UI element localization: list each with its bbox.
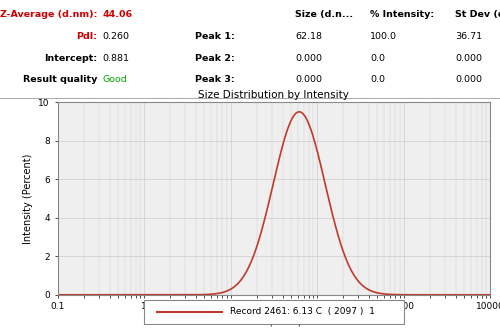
Text: Good: Good <box>102 75 127 84</box>
Text: Peak 3:: Peak 3: <box>195 75 234 84</box>
Y-axis label: Intensity (Percent): Intensity (Percent) <box>23 153 33 244</box>
Text: St Dev (d.n...: St Dev (d.n... <box>455 10 500 19</box>
Text: 0.000: 0.000 <box>295 54 322 63</box>
Text: 0.000: 0.000 <box>455 54 482 63</box>
Text: Result quality: Result quality <box>23 75 98 84</box>
Text: 62.18: 62.18 <box>295 32 322 41</box>
Text: 100.0: 100.0 <box>370 32 397 41</box>
FancyBboxPatch shape <box>144 300 404 324</box>
Text: 44.06: 44.06 <box>102 10 132 19</box>
Text: Peak 2:: Peak 2: <box>195 54 235 63</box>
Text: 0.000: 0.000 <box>295 75 322 84</box>
Text: Intercept:: Intercept: <box>44 54 98 63</box>
Text: Peak 1:: Peak 1: <box>195 32 235 41</box>
Text: % Intensity:: % Intensity: <box>370 10 434 19</box>
Title: Size Distribution by Intensity: Size Distribution by Intensity <box>198 90 349 100</box>
Text: Z-Average (d.nm):: Z-Average (d.nm): <box>0 10 98 19</box>
Text: 0.260: 0.260 <box>102 32 130 41</box>
Text: PdI:: PdI: <box>76 32 98 41</box>
Text: Record 2461: 6.13 C  ( 2097 )  1: Record 2461: 6.13 C ( 2097 ) 1 <box>230 307 376 316</box>
X-axis label: Size (d.nm): Size (d.nm) <box>246 317 302 327</box>
Text: Size (d.n...: Size (d.n... <box>295 10 353 19</box>
Text: 0.881: 0.881 <box>102 54 130 63</box>
Text: 0.000: 0.000 <box>455 75 482 84</box>
Text: 0.0: 0.0 <box>370 75 385 84</box>
Text: 0.0: 0.0 <box>370 54 385 63</box>
Text: 36.71: 36.71 <box>455 32 482 41</box>
